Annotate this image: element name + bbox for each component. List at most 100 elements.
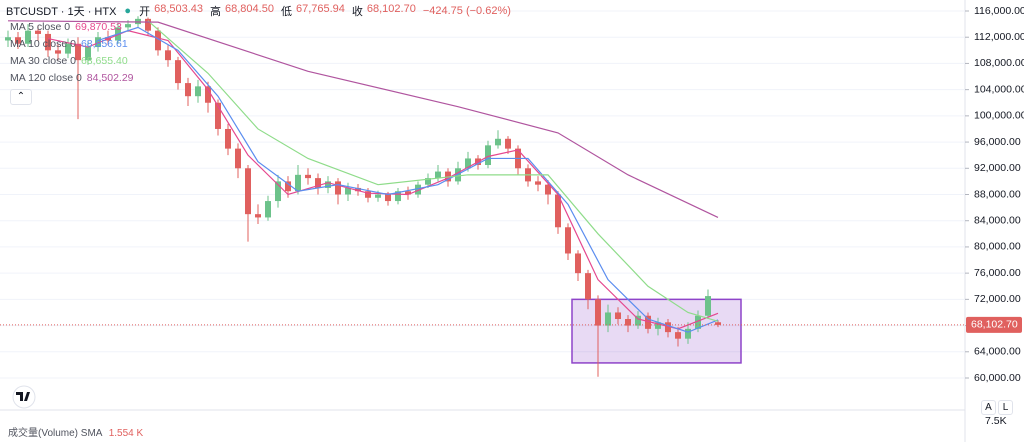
symbol: BTCUSDT · 1天 · HTX bbox=[6, 6, 117, 18]
y-tick-label: 96,000.00 bbox=[974, 136, 1021, 148]
y-tick-label: 92,000.00 bbox=[974, 162, 1021, 174]
y-tick-label: 108,000.00 bbox=[974, 57, 1024, 69]
candle-body bbox=[215, 102, 221, 129]
candle-body bbox=[175, 60, 181, 84]
y-tick-label: 80,000.00 bbox=[974, 241, 1021, 253]
candle-body bbox=[645, 315, 651, 329]
candle-body bbox=[55, 50, 61, 54]
candle-body bbox=[355, 187, 361, 192]
candle-body bbox=[65, 43, 71, 54]
candle-body bbox=[365, 191, 371, 198]
candle-body bbox=[505, 138, 511, 149]
field-value: 67,765.94 bbox=[295, 3, 345, 15]
candle-body bbox=[385, 194, 391, 202]
last-price-label: 68,102.70 bbox=[971, 319, 1018, 331]
candle-body bbox=[705, 296, 711, 316]
candle-body bbox=[325, 181, 331, 188]
candle-body bbox=[675, 332, 681, 339]
field-value: 68,503.43 bbox=[154, 3, 204, 15]
y-tick-label: 104,000.00 bbox=[974, 83, 1024, 95]
candle-body bbox=[395, 191, 401, 202]
grid bbox=[0, 10, 965, 379]
candle-body bbox=[125, 24, 131, 28]
y-tick-label: 60,000.00 bbox=[974, 372, 1021, 384]
candle-body bbox=[425, 178, 431, 185]
candle-body bbox=[715, 322, 721, 325]
y-tick-label: 72,000.00 bbox=[974, 293, 1021, 305]
candle-body bbox=[375, 194, 381, 198]
candle-body bbox=[235, 148, 241, 169]
legend-value: 68,856.61 bbox=[80, 38, 128, 50]
legend-item: MA 10 close 0 68,856.61 bbox=[10, 38, 128, 50]
candle-body bbox=[165, 50, 171, 61]
volume-label: 成交量(Volume) SMA bbox=[8, 428, 102, 439]
candle-body bbox=[615, 312, 621, 320]
annotation-box bbox=[571, 298, 742, 364]
legend-name: MA 5 close 0 bbox=[10, 21, 71, 33]
symbol-header: BTCUSDT · 1天 · HTX ● 开 68,503.43 高 68,804.5… bbox=[6, 3, 511, 19]
candle-body bbox=[465, 158, 471, 169]
auto-scale-button[interactable]: A bbox=[981, 400, 996, 415]
candle-body bbox=[85, 47, 91, 61]
y-tick-label: 84,000.00 bbox=[974, 214, 1021, 226]
field-label: 收 bbox=[351, 6, 363, 18]
candle-body bbox=[15, 37, 21, 44]
legend-name: MA 30 close 0 bbox=[10, 55, 76, 67]
candle-body bbox=[305, 174, 311, 179]
ohlc-fields: 开 68,503.43 高 68,804.50 低 67,765.94 收 68,102.70 bbox=[139, 3, 419, 19]
tv-logo bbox=[12, 385, 36, 409]
y-tick-label: 76,000.00 bbox=[974, 267, 1021, 279]
candle-body bbox=[595, 299, 601, 326]
status-dot: ● bbox=[124, 5, 132, 17]
ma-line bbox=[97, 26, 719, 333]
legend-item: MA 30 close 0 68,655.40 bbox=[10, 55, 128, 67]
candle-body bbox=[555, 194, 561, 228]
candle-body bbox=[405, 191, 411, 195]
candle-body bbox=[345, 187, 351, 195]
candle-body bbox=[685, 328, 691, 339]
candle-body bbox=[335, 181, 341, 195]
y-tick-label: 112,000.00 bbox=[974, 31, 1024, 43]
candle-body bbox=[255, 214, 261, 218]
y-tick-label: 64,000.00 bbox=[974, 346, 1021, 358]
candle-body bbox=[535, 181, 541, 185]
ma-line bbox=[7, 20, 719, 218]
legend-value: 69,870.53 bbox=[75, 21, 122, 33]
candle-body bbox=[155, 30, 161, 51]
candle-body bbox=[635, 315, 641, 326]
last-price-tag bbox=[966, 316, 1022, 333]
ma-line bbox=[47, 30, 719, 330]
candle-body bbox=[185, 83, 191, 97]
candle-body bbox=[225, 128, 231, 149]
field-label: 低 bbox=[280, 6, 292, 18]
candle-body bbox=[75, 43, 81, 61]
candle-body bbox=[545, 184, 551, 195]
legend-item: MA 120 close 0 84,502.29 bbox=[10, 72, 134, 84]
candle-body bbox=[485, 145, 491, 166]
log-scale-button[interactable]: L bbox=[998, 400, 1013, 415]
price-axis: 60,000.0064,000.0068,000.0072,000.0076,0… bbox=[965, 5, 1024, 384]
field-label: 开 bbox=[139, 6, 151, 18]
candle-body bbox=[265, 201, 271, 218]
candle-body bbox=[585, 273, 591, 300]
collapse-button[interactable]: ⌃ bbox=[10, 89, 32, 105]
field-value: 68,804.50 bbox=[225, 3, 274, 15]
legend-name: MA 120 close 0 bbox=[10, 72, 82, 84]
legend-item: MA 5 close 0 69,870.53 bbox=[10, 21, 122, 33]
candle-body bbox=[315, 178, 321, 188]
candle-body bbox=[495, 138, 501, 146]
candle-body bbox=[435, 171, 441, 179]
candle-body bbox=[575, 253, 581, 274]
ma-line bbox=[147, 20, 719, 322]
volume-legend: 成交量(Volume) SMA 1.554 K bbox=[8, 424, 143, 439]
y-tick-label: 116,000.00 bbox=[974, 5, 1024, 17]
candle-body bbox=[5, 37, 11, 41]
field-label: 高 bbox=[210, 6, 222, 18]
candle-body bbox=[665, 322, 671, 333]
candle-body bbox=[415, 184, 421, 195]
candle-body bbox=[25, 30, 31, 44]
candle-body bbox=[45, 33, 51, 51]
plot bbox=[0, 16, 965, 377]
legend-value: 68,655.40 bbox=[80, 55, 128, 67]
